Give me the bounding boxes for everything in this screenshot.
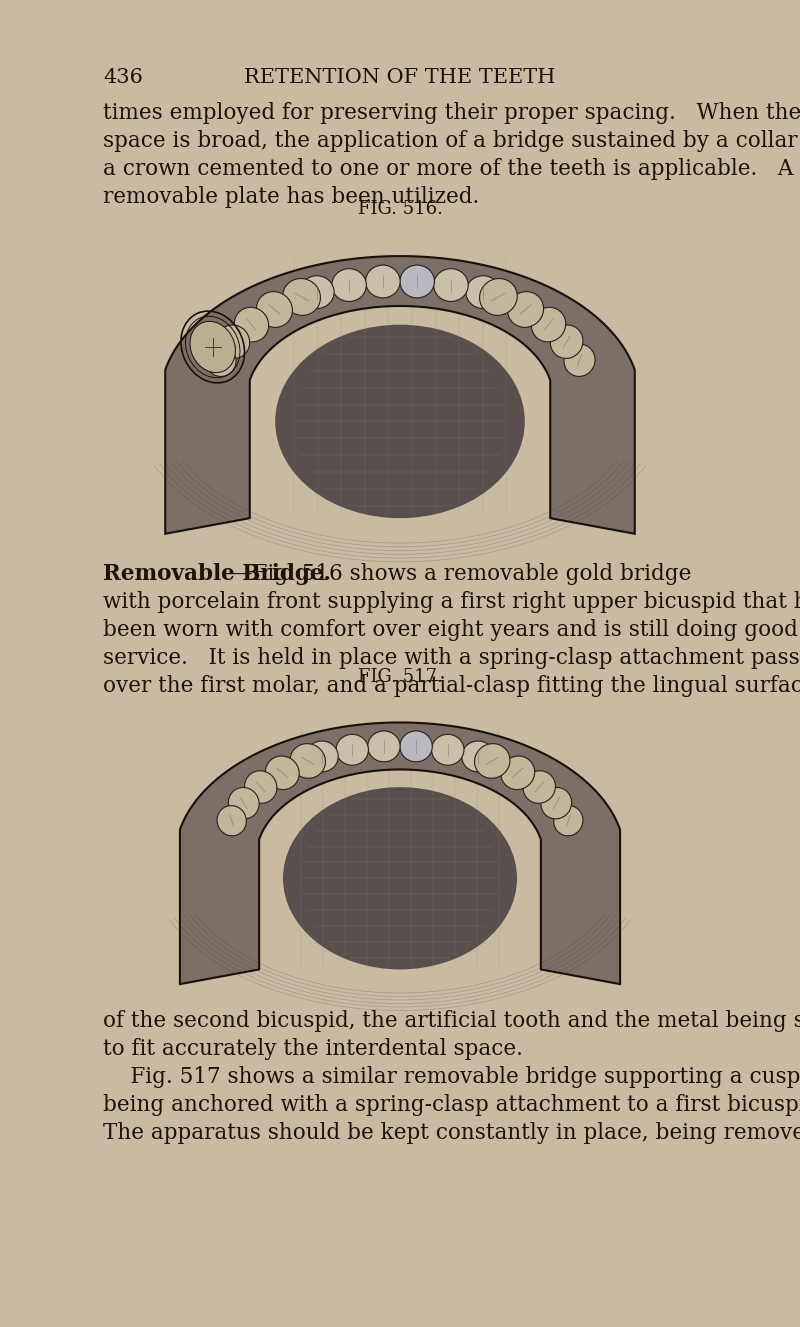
Polygon shape	[166, 256, 634, 533]
Text: been worn with comfort over eight years and is still doing good: been worn with comfort over eight years …	[103, 618, 798, 641]
Text: service.   It is held in place with a spring-clasp attachment passing: service. It is held in place with a spri…	[103, 648, 800, 669]
Ellipse shape	[431, 734, 464, 766]
Ellipse shape	[257, 292, 293, 328]
Ellipse shape	[332, 268, 366, 301]
Ellipse shape	[266, 756, 299, 790]
Ellipse shape	[507, 292, 543, 328]
Text: removable plate has been utilized.: removable plate has been utilized.	[103, 186, 479, 208]
Ellipse shape	[275, 325, 525, 518]
Ellipse shape	[554, 805, 583, 836]
Ellipse shape	[541, 787, 572, 819]
Text: a crown cemented to one or more of the teeth is applicable.   A: a crown cemented to one or more of the t…	[103, 158, 794, 180]
Text: over the first molar, and a partial-clasp fitting the lingual surface: over the first molar, and a partial-clas…	[103, 675, 800, 697]
Text: to fit accurately the interdental space.: to fit accurately the interdental space.	[103, 1038, 523, 1060]
Ellipse shape	[479, 279, 518, 316]
Ellipse shape	[217, 805, 246, 836]
Ellipse shape	[234, 308, 269, 342]
Text: with porcelain front supplying a first right upper bicuspid that has: with porcelain front supplying a first r…	[103, 591, 800, 613]
Text: FIG. 516.: FIG. 516.	[358, 200, 442, 218]
Text: Fig. 517 shows a similar removable bridge supporting a cuspid,: Fig. 517 shows a similar removable bridg…	[103, 1066, 800, 1088]
Ellipse shape	[501, 756, 534, 790]
Ellipse shape	[290, 743, 326, 778]
Ellipse shape	[245, 771, 277, 803]
Ellipse shape	[336, 734, 369, 766]
Ellipse shape	[474, 743, 510, 778]
Text: —Fig. 516 shows a removable gold bridge: —Fig. 516 shows a removable gold bridge	[231, 563, 691, 585]
Ellipse shape	[283, 787, 517, 970]
Text: space is broad, the application of a bridge sustained by a collar or: space is broad, the application of a bri…	[103, 130, 800, 153]
Ellipse shape	[205, 344, 236, 377]
Text: FIG. 517.: FIG. 517.	[358, 667, 442, 686]
Ellipse shape	[400, 265, 434, 297]
Ellipse shape	[462, 740, 494, 772]
Text: The apparatus should be kept constantly in place, being removed: The apparatus should be kept constantly …	[103, 1123, 800, 1144]
Ellipse shape	[282, 279, 321, 316]
Ellipse shape	[434, 268, 468, 301]
Ellipse shape	[400, 731, 432, 762]
Ellipse shape	[217, 325, 250, 358]
Text: being anchored with a spring-clasp attachment to a first bicuspid.: being anchored with a spring-clasp attac…	[103, 1093, 800, 1116]
Ellipse shape	[550, 325, 583, 358]
Text: RETENTION OF THE TEETH: RETENTION OF THE TEETH	[244, 68, 556, 88]
Ellipse shape	[366, 265, 400, 297]
Ellipse shape	[299, 276, 334, 309]
Text: of the second bicuspid, the artificial tooth and the metal being shaped: of the second bicuspid, the artificial t…	[103, 1010, 800, 1032]
Ellipse shape	[564, 344, 595, 377]
Polygon shape	[180, 722, 620, 985]
Text: 436: 436	[103, 68, 143, 88]
Text: Removable Bridge.: Removable Bridge.	[103, 563, 331, 585]
Ellipse shape	[306, 740, 338, 772]
Ellipse shape	[466, 276, 501, 309]
Ellipse shape	[228, 787, 259, 819]
Ellipse shape	[190, 321, 235, 373]
Ellipse shape	[523, 771, 555, 803]
Ellipse shape	[368, 731, 400, 762]
Text: times employed for preserving their proper spacing.   When the: times employed for preserving their prop…	[103, 102, 800, 123]
Ellipse shape	[531, 308, 566, 342]
